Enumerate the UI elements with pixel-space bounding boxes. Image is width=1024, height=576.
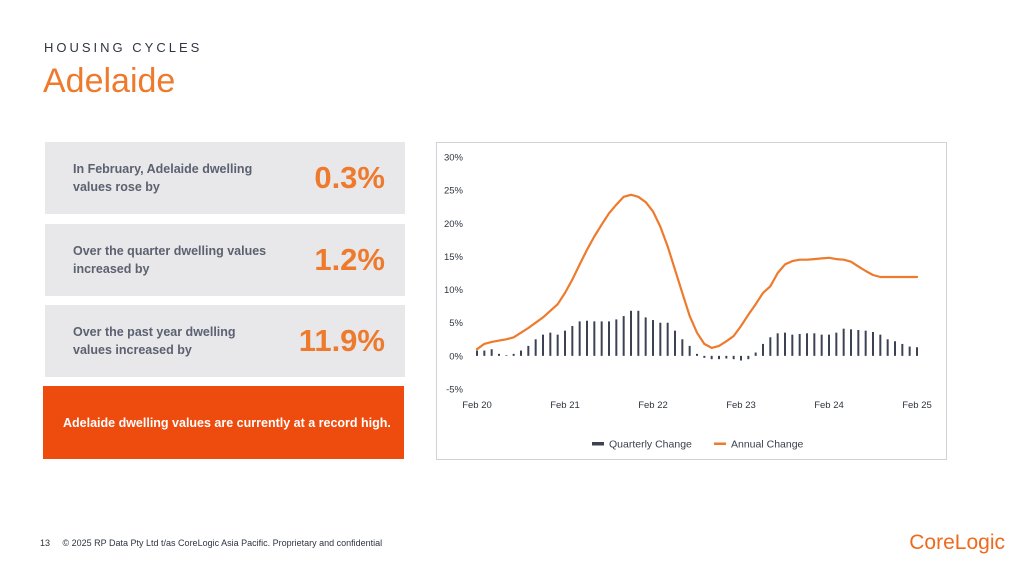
x-tick-label: Feb 20 xyxy=(462,400,492,411)
chart-container: -5% 0% 5% 10% 15% 20% 25% 30% Feb 20 Feb 21 Feb 22… xyxy=(436,142,947,460)
quarterly-bar xyxy=(512,353,515,356)
quarterly-bar xyxy=(879,334,882,356)
x-tick-label: Feb 24 xyxy=(814,400,844,411)
section-kicker: HOUSING CYCLES xyxy=(44,40,203,55)
quarterly-bar xyxy=(571,326,574,356)
x-tick-label: Feb 21 xyxy=(550,400,580,411)
quarterly-bar xyxy=(916,347,918,356)
y-tick-label: -5% xyxy=(446,385,463,396)
quarterly-bar xyxy=(490,349,493,356)
stat-value: 11.9% xyxy=(298,323,385,358)
quarterly-bar xyxy=(798,333,801,356)
stat-text: In February, Adelaide dwelling values ro… xyxy=(73,162,253,194)
y-tick-label: 10% xyxy=(444,285,464,296)
quarterly-bar xyxy=(659,322,662,356)
quarterly-bar xyxy=(864,330,867,356)
quarterly-bar xyxy=(850,329,852,356)
quarterly-bar xyxy=(725,355,728,359)
quarterly-bar xyxy=(732,355,735,360)
quarterly-bar xyxy=(542,334,544,356)
quarterly-bar xyxy=(769,337,772,356)
quarterly-bar xyxy=(820,334,823,356)
stat-text: Over the past year dwelling values incre… xyxy=(73,325,236,357)
quarterly-bar xyxy=(718,355,720,360)
quarterly-bar xyxy=(578,321,581,356)
quarterly-bar xyxy=(754,352,757,356)
page-title: Adelaide xyxy=(43,62,176,100)
quarterly-bar xyxy=(498,353,500,356)
quarterly-bar xyxy=(564,330,566,356)
quarterly-bar xyxy=(842,328,845,356)
legend-label-annual: Annual Change xyxy=(731,439,804,451)
quarterly-bar xyxy=(813,333,816,356)
quarterly-bar xyxy=(908,346,911,356)
quarterly-bar xyxy=(505,355,508,356)
quarterly-bar xyxy=(857,330,860,356)
x-tick-label: Feb 23 xyxy=(726,400,756,411)
quarterly-bar xyxy=(608,321,610,356)
quarterly-bar xyxy=(835,332,838,356)
quarterly-bar xyxy=(886,339,889,356)
stat-value: 0.3% xyxy=(314,160,385,195)
banner-text: Adelaide dwelling values are currently a… xyxy=(63,415,391,430)
x-tick-label: Feb 25 xyxy=(902,400,932,411)
quarterly-bar xyxy=(710,355,713,360)
quarterly-bar xyxy=(600,321,603,356)
annual-change-line xyxy=(475,193,919,351)
quarterly-bar xyxy=(806,333,808,356)
quarterly-bar xyxy=(674,330,676,356)
quarterly-bar xyxy=(828,334,830,356)
quarterly-bar xyxy=(622,316,625,356)
quarterly-bar xyxy=(666,322,669,356)
stat-card-annual: Over the past year dwelling values incre… xyxy=(45,305,405,377)
quarterly-bar xyxy=(696,353,698,356)
quarterly-bar xyxy=(703,355,706,358)
page-number: 13 xyxy=(40,538,51,548)
quarterly-bar xyxy=(791,334,794,356)
y-tick-label: 20% xyxy=(444,219,464,230)
y-tick-label: 0% xyxy=(449,351,463,362)
y-tick-label: 15% xyxy=(444,252,464,263)
copyright-text: © 2025 RP Data Pty Ltd t/as CoreLogic As… xyxy=(62,538,383,548)
quarterly-bar xyxy=(644,317,647,356)
quarterly-bar xyxy=(872,331,874,356)
y-tick-label: 5% xyxy=(449,318,463,329)
quarterly-bar xyxy=(556,334,559,356)
housing-cycle-chart: -5% 0% 5% 10% 15% 20% 25% 30% Feb 20 Feb 21 Feb 22… xyxy=(444,153,932,451)
stat-card-quarterly: Over the quarter dwelling values increas… xyxy=(45,224,405,296)
quarterly-bar xyxy=(520,350,522,356)
quarterly-bar xyxy=(784,332,786,356)
quarterly-bar xyxy=(740,355,742,361)
stat-card-monthly: In February, Adelaide dwelling values ro… xyxy=(45,142,405,214)
record-high-banner: Adelaide dwelling values are currently a… xyxy=(43,386,404,459)
quarterly-bar xyxy=(534,339,537,356)
quarterly-bar xyxy=(549,332,552,356)
legend-swatch-quarterly xyxy=(592,442,604,446)
quarterly-bar xyxy=(637,310,640,356)
stat-text: Over the quarter dwelling values increas… xyxy=(73,244,267,276)
y-tick-label: 25% xyxy=(444,186,464,197)
quarterly-bar xyxy=(681,339,684,356)
quarterly-bar xyxy=(593,321,596,356)
legend-swatch-annual xyxy=(714,442,726,445)
x-tick-label: Feb 22 xyxy=(638,400,668,411)
y-tick-label: 30% xyxy=(444,153,464,164)
quarterly-bar xyxy=(776,333,779,356)
quarterly-bar xyxy=(747,355,750,360)
legend-label-quarterly: Quarterly Change xyxy=(609,439,692,451)
quarterly-bar xyxy=(652,320,654,356)
quarterly-bar xyxy=(688,345,691,356)
quarterly-bar xyxy=(476,350,478,356)
quarterly-bar xyxy=(762,343,764,356)
corelogic-logo: CoreLogic xyxy=(909,531,1005,554)
quarterly-bar xyxy=(615,319,618,356)
quarterly-bar xyxy=(586,320,588,356)
quarterly-bar xyxy=(894,341,896,356)
footer: 13 © 2025 RP Data Pty Ltd t/as CoreLogic… xyxy=(40,538,382,548)
stat-value: 1.2% xyxy=(314,242,385,277)
quarterly-bar xyxy=(630,310,632,356)
quarterly-bar xyxy=(527,345,530,356)
quarterly-bar xyxy=(483,350,486,356)
quarterly-bar xyxy=(901,343,904,356)
